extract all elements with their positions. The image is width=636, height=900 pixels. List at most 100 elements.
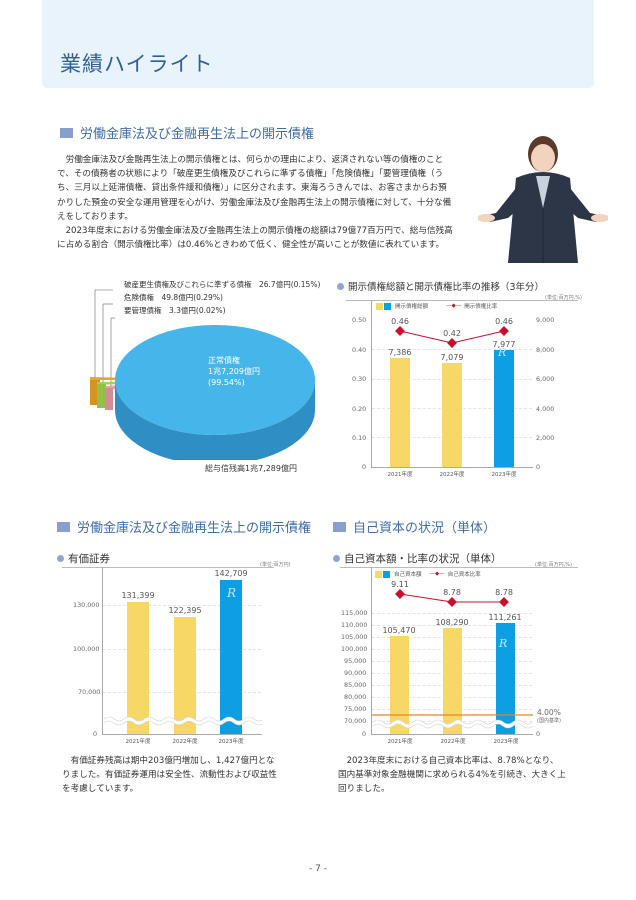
y-tick: 110,000 xyxy=(341,621,368,629)
legend-label-ratio: 自己資本比率 xyxy=(447,572,481,578)
section-heading-text: 自己資本の状況（単体） xyxy=(353,521,497,536)
y-tick: 70,000 xyxy=(78,688,101,696)
pie-label-normal-percent: (99.54%) xyxy=(208,378,245,387)
legend-line-diamond-icon: —◆— xyxy=(446,303,462,309)
x-label: 2023年度 xyxy=(491,472,517,478)
y-right-tick: 9,000 xyxy=(536,316,555,324)
chart-title-capital: 自己資本額・比率の状況（単体） xyxy=(333,551,502,566)
y-right-tick: 2,000 xyxy=(536,434,555,442)
ratio-line: R xyxy=(395,326,509,359)
chart-top-rule xyxy=(62,567,274,568)
bar-2022 xyxy=(174,617,196,734)
pie-chart-graphic xyxy=(90,289,315,460)
y-tick: 85,000 xyxy=(344,681,367,689)
legend-line-diamond-icon: —◆— xyxy=(429,571,445,577)
legend-swatch-yellow xyxy=(376,302,383,310)
square-bullet-icon xyxy=(60,127,73,138)
page-number: - 7 - xyxy=(309,864,327,874)
line-value-label: 0.46 xyxy=(495,317,513,326)
bar-2023 xyxy=(220,580,242,734)
pie-label-normal-value: 1兆7,209億円 xyxy=(208,367,260,376)
x-label: 2022年度 xyxy=(172,739,198,745)
legend-swatch-blue xyxy=(383,570,390,578)
y-tick: 0 xyxy=(362,730,367,738)
bar-value-label: 7,079 xyxy=(440,353,464,362)
line-value-label: 8.78 xyxy=(443,588,461,597)
y-right-tick: 0 xyxy=(536,730,541,738)
bar-2023 xyxy=(494,350,514,467)
y-tick: 70,000 xyxy=(344,717,367,725)
square-bullet-icon xyxy=(333,521,346,532)
section-heading-disclosed-claims: 労働金庫法及び金融再生法上の開示債権 xyxy=(60,123,314,142)
y-axis xyxy=(371,300,372,468)
circle-bullet-icon xyxy=(57,555,64,562)
bar-value-label: 105,470 xyxy=(382,626,416,635)
section1-body: 労働金庫法及び金融再生法上の開示債権とは、何らかの理由により、返済されない等の債… xyxy=(57,153,454,252)
x-label: 2021年度 xyxy=(387,472,413,478)
y-tick: 100,000 xyxy=(73,645,100,653)
section1-paragraph-2: 2023年度末における労働金庫法及び金融再生法上の開示債権の総額は79億77百万… xyxy=(57,226,453,251)
chart-unit: (単位:百万円) xyxy=(260,562,291,568)
gridline xyxy=(372,625,532,626)
bar-value-label: 7,977 xyxy=(492,340,516,349)
section-heading-text: 労働金庫法及び金融再生法上の開示債権 xyxy=(77,521,312,536)
line-value-label: 0.42 xyxy=(443,329,461,338)
y-tick: 0.50 xyxy=(352,316,367,324)
bar-2022 xyxy=(442,363,462,467)
y-tick: 0 xyxy=(93,730,98,738)
threshold-sublabel: (国内基準) xyxy=(537,718,561,724)
legend-label-amount: 開示債権総額 xyxy=(395,304,429,310)
line-value-label: 9.11 xyxy=(391,580,409,589)
square-bullet-icon xyxy=(57,521,70,532)
chart-legend: 自己資本額 —◆— 自己資本比率 xyxy=(375,570,481,578)
svg-text:R: R xyxy=(498,637,507,650)
chart-unit: (単位:百万円,%) xyxy=(535,562,572,568)
gridline xyxy=(103,605,261,606)
chart-title-text: 自己資本額・比率の状況（単体） xyxy=(344,553,502,565)
y-tick: 0.30 xyxy=(352,375,367,383)
y-right-tick: 6,000 xyxy=(536,375,555,383)
bar-2023 xyxy=(496,623,515,734)
y-tick: 75,000 xyxy=(344,705,367,713)
bar-2022 xyxy=(443,628,462,734)
bar-value-label: 7,386 xyxy=(388,348,412,357)
chart-title-securities: 有価証券 xyxy=(57,551,110,566)
section-heading-securities: 労働金庫法及び金融再生法上の開示債権 xyxy=(57,517,311,536)
svg-text:R: R xyxy=(226,586,236,600)
y-tick: 90,000 xyxy=(344,669,367,677)
chart-title-text: 有価証券 xyxy=(68,553,110,565)
axis-break-wave: R xyxy=(102,586,262,726)
y-axis xyxy=(102,567,103,735)
svg-text:R: R xyxy=(497,346,506,359)
y-tick: 0.10 xyxy=(352,434,367,442)
section2-paragraph: 有価証券残高は期中203億円増加し、1,427億円となりました。有価証券運用は安… xyxy=(62,756,277,795)
page-title: 業績ハイライト xyxy=(60,52,214,76)
y-tick: 0.20 xyxy=(352,405,367,413)
pie-label-substandard: 要管理債権 3.3億円(0.02%) xyxy=(124,306,226,315)
y-tick: 115,000 xyxy=(341,609,368,617)
x-label: 2023年度 xyxy=(218,739,244,745)
legend-swatch-blue xyxy=(384,302,391,310)
page-header-banner: 業績ハイライト xyxy=(42,0,594,88)
chart-legend: 開示債権総額 —◆— 開示債権比率 xyxy=(376,302,497,310)
pie-label-bankrupt: 破産更生債権及びこれらに準ずる債権 26.7億円(0.15%) xyxy=(124,280,321,289)
chart-top-rule xyxy=(340,567,578,568)
line-value-label: 8.78 xyxy=(495,588,513,597)
y-right-tick: 8,000 xyxy=(536,346,555,354)
chart-unit: (単位:百万円,%) xyxy=(545,295,582,301)
y-tick: 130,000 xyxy=(73,601,100,609)
section1-paragraph-1: 労働金庫法及び金融再生法上の開示債権とは、何らかの理由により、返済されない等の債… xyxy=(57,155,452,222)
y-tick: 100,000 xyxy=(341,645,368,653)
y-tick: 105,000 xyxy=(341,633,368,641)
legend-swatch-yellow xyxy=(375,570,382,578)
line-value-label: 0.46 xyxy=(391,317,409,326)
pie-total-label: 総与信残高1兆7,289億円 xyxy=(205,464,297,473)
x-label: 2021年度 xyxy=(387,739,413,745)
pie-label-normal: 正常債権 1兆7,209億円 (99.54%) xyxy=(208,355,260,388)
section3-body: 2023年度末における自己資本比率は、8.78%となり、国内基準対象金融機関に求… xyxy=(338,754,566,797)
chart-title-disclosure-trend: 開示債権総額と開示債権比率の推移（3年分） xyxy=(337,279,544,293)
pie-label-doubtful: 危険債権 49.8億円(0.29%) xyxy=(124,293,223,302)
x-axis xyxy=(371,467,533,468)
capital-overlay: R xyxy=(371,589,535,729)
gridline xyxy=(372,613,532,614)
